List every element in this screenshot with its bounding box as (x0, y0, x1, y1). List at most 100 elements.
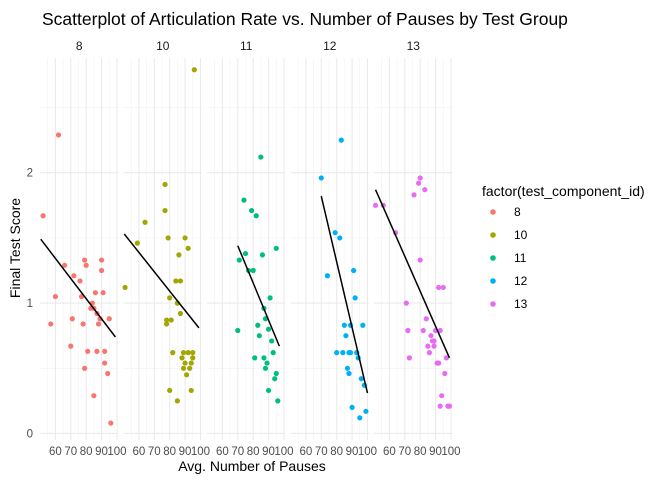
x-tick-label: 80 (330, 446, 343, 458)
x-tick-label: 60 (132, 446, 145, 458)
data-point (162, 182, 167, 187)
data-point (260, 252, 265, 257)
x-tick-label: 100 (191, 446, 210, 458)
data-point (268, 295, 273, 300)
data-point (48, 321, 53, 326)
data-point (424, 316, 429, 321)
data-point (189, 388, 194, 393)
x-tick-label: 80 (247, 446, 260, 458)
data-point (182, 235, 187, 240)
data-point (107, 316, 112, 321)
legend-item-12: 12 (490, 274, 527, 288)
data-point (346, 371, 351, 376)
data-point (421, 328, 426, 333)
legend-swatch (490, 301, 496, 307)
data-point (68, 344, 73, 349)
data-point (407, 355, 412, 360)
panel-background (207, 58, 286, 440)
data-point (189, 360, 194, 365)
legend-item-10: 10 (490, 228, 527, 242)
x-tick-label: 90 (179, 446, 192, 458)
data-point (182, 360, 187, 365)
facet-panel-11: 11 60 70 80 90 100 (207, 39, 294, 458)
legend-swatch (490, 255, 496, 261)
data-point (91, 393, 96, 398)
data-point (184, 372, 189, 377)
data-point (235, 328, 240, 333)
x-tick-label: 70 (231, 446, 244, 458)
data-point (187, 366, 192, 371)
data-point (178, 311, 183, 316)
x-tick-label: 100 (274, 446, 293, 458)
facet-label: 13 (407, 39, 421, 53)
data-point (99, 268, 104, 273)
data-point (360, 323, 365, 328)
data-point (169, 317, 174, 322)
panel-background (374, 58, 453, 440)
data-point (442, 371, 447, 376)
data-point (269, 338, 274, 343)
x-tick-label: 60 (383, 446, 396, 458)
data-point (135, 241, 140, 246)
facet-panel-13: 13 60 70 80 90 100 (373, 39, 461, 458)
x-tick-label: 100 (358, 446, 377, 458)
data-point (418, 175, 423, 180)
x-tick-label: 100 (107, 446, 126, 458)
data-point (94, 349, 99, 354)
data-point (264, 360, 269, 365)
x-tick-label: 60 (216, 446, 229, 458)
data-point (416, 181, 421, 186)
data-point (427, 350, 432, 355)
data-point (349, 405, 354, 410)
data-point (80, 321, 85, 326)
data-point (258, 154, 263, 159)
data-point (167, 295, 172, 300)
data-point (71, 273, 76, 278)
x-tick-label: 70 (315, 446, 328, 458)
data-point (181, 350, 186, 355)
x-tick-label: 60 (299, 446, 312, 458)
legend: factor(test_component_id) 810111213 (482, 183, 645, 311)
data-point (102, 349, 107, 354)
data-point (422, 187, 427, 192)
data-point (167, 388, 172, 393)
legend-label: 11 (514, 251, 527, 265)
data-point (271, 350, 276, 355)
data-point (340, 350, 345, 355)
data-point (325, 273, 330, 278)
y-tick-label: 2 (27, 168, 33, 180)
legend-items: 8 10 11 12 13 (490, 205, 527, 311)
legend-swatch (490, 209, 496, 215)
x-tick-label: 90 (346, 446, 359, 458)
data-point (56, 132, 61, 137)
x-axis-title: Avg. Number of Pauses (178, 458, 326, 474)
panel-background (40, 58, 119, 440)
data-point (431, 338, 436, 343)
facet-panel-8: 8 60 70 80 90 100 (40, 39, 127, 458)
data-point (175, 398, 180, 403)
data-point (164, 317, 169, 322)
data-point (431, 344, 436, 349)
data-point (178, 278, 183, 283)
data-point (252, 355, 257, 360)
data-point (345, 366, 350, 371)
data-point (84, 263, 89, 268)
data-point (319, 175, 324, 180)
y-tick-label: 0 (27, 428, 33, 440)
legend-item-8: 8 (490, 205, 521, 219)
data-point (170, 350, 175, 355)
data-point (102, 360, 107, 365)
facet-label: 12 (323, 39, 337, 53)
x-tick-label: 100 (441, 446, 460, 458)
data-point (343, 333, 348, 338)
legend-swatch (490, 278, 496, 284)
data-point (339, 138, 344, 143)
legend-label: 10 (514, 228, 528, 242)
data-point (241, 198, 246, 203)
data-point (411, 192, 416, 197)
data-point (176, 252, 181, 257)
data-point (274, 246, 279, 251)
data-point (99, 257, 104, 262)
